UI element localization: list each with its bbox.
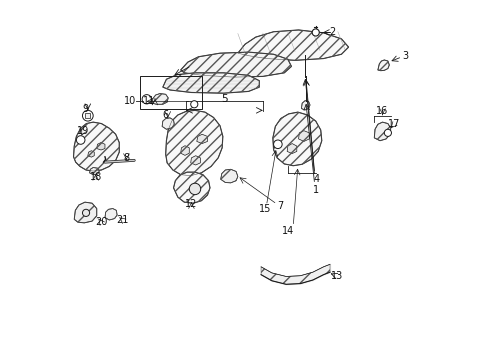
- Circle shape: [76, 136, 85, 144]
- Polygon shape: [74, 202, 97, 223]
- Text: 6: 6: [163, 110, 169, 120]
- Polygon shape: [191, 156, 200, 165]
- Circle shape: [189, 183, 201, 195]
- Polygon shape: [105, 208, 117, 220]
- Polygon shape: [374, 122, 391, 141]
- Polygon shape: [378, 60, 390, 71]
- Polygon shape: [163, 73, 259, 93]
- Text: 18: 18: [90, 172, 102, 182]
- Polygon shape: [238, 30, 348, 60]
- Text: 13: 13: [331, 271, 343, 281]
- Text: 17: 17: [388, 119, 400, 129]
- Polygon shape: [162, 118, 174, 129]
- Text: 21: 21: [117, 215, 129, 225]
- Bar: [140, 76, 202, 109]
- Text: 20: 20: [95, 217, 108, 227]
- Polygon shape: [273, 112, 322, 166]
- Polygon shape: [88, 151, 94, 157]
- Text: 14: 14: [282, 226, 294, 236]
- Polygon shape: [173, 172, 210, 203]
- Polygon shape: [181, 52, 292, 77]
- Circle shape: [82, 111, 93, 121]
- Polygon shape: [181, 146, 189, 156]
- Polygon shape: [74, 122, 119, 171]
- Polygon shape: [152, 94, 168, 104]
- Circle shape: [82, 209, 90, 216]
- Polygon shape: [166, 111, 223, 176]
- Text: 11: 11: [143, 96, 155, 107]
- Polygon shape: [97, 143, 105, 150]
- Polygon shape: [90, 167, 99, 175]
- Polygon shape: [301, 101, 310, 110]
- Text: 12: 12: [185, 199, 197, 209]
- Text: 8: 8: [123, 153, 129, 163]
- Polygon shape: [197, 134, 207, 144]
- Polygon shape: [298, 131, 309, 141]
- Text: 2: 2: [329, 27, 336, 37]
- Text: 10: 10: [124, 96, 136, 107]
- Circle shape: [273, 140, 282, 149]
- Polygon shape: [287, 144, 297, 154]
- Circle shape: [384, 129, 392, 136]
- Text: 4: 4: [314, 174, 319, 184]
- Circle shape: [191, 101, 198, 108]
- Circle shape: [312, 29, 319, 36]
- Polygon shape: [220, 169, 238, 183]
- Text: 19: 19: [77, 126, 90, 136]
- Text: 9: 9: [82, 104, 88, 113]
- Bar: [85, 113, 90, 118]
- Text: 16: 16: [376, 107, 389, 116]
- Text: 5: 5: [221, 94, 227, 104]
- Text: 3: 3: [402, 51, 408, 61]
- Text: 1: 1: [314, 185, 319, 195]
- Text: 15: 15: [258, 204, 271, 214]
- Circle shape: [142, 95, 151, 104]
- Text: 7: 7: [277, 201, 283, 211]
